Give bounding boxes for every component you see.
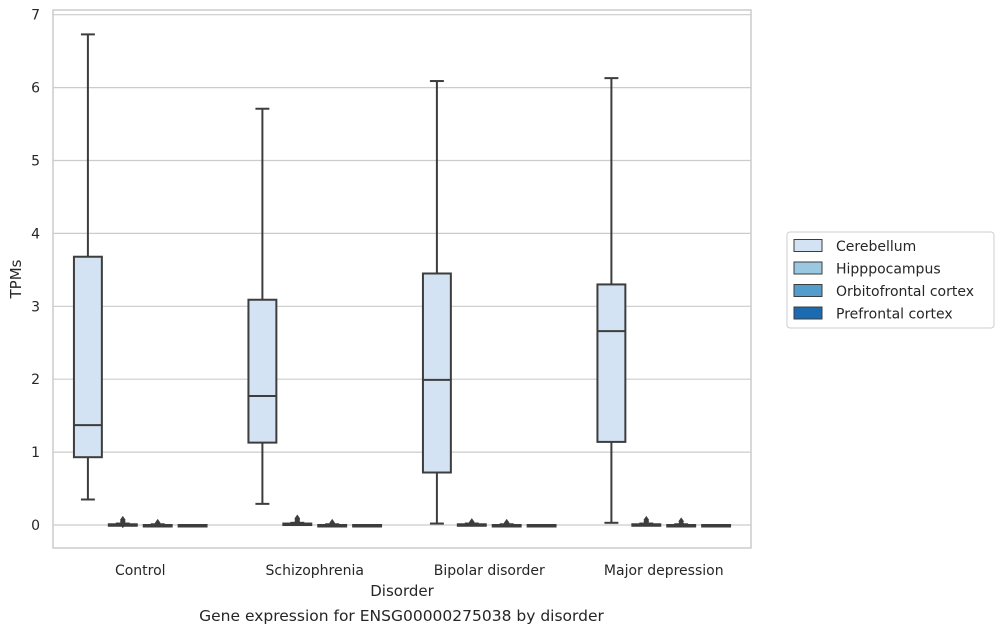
legend-label: Orbitofrontal cortex [836, 284, 974, 300]
outlier-point [154, 518, 161, 527]
outlier-point [678, 517, 684, 526]
legend-label: Cerebellum [836, 239, 916, 255]
box-prefrontal-cortex [701, 524, 732, 528]
y-tick-label: 0 [31, 518, 40, 534]
box-orbitofrontal-cortex [491, 518, 522, 528]
gridlines [53, 14, 751, 526]
y-tick-labels: 0 1 2 3 4 5 6 7 [31, 8, 40, 534]
outlier-point [294, 514, 301, 523]
box-hipppocampus [456, 518, 487, 527]
legend-swatch [793, 261, 823, 275]
outlier-point [329, 518, 335, 527]
legend-entry: Hipppocampus [793, 261, 941, 278]
outlier-point [469, 518, 475, 527]
x-tick-label: Bipolar disorder [434, 563, 545, 579]
box-body [596, 283, 627, 443]
y-tick-label: 2 [31, 372, 40, 388]
boxes [72, 33, 732, 529]
box-cerebellum [247, 107, 278, 505]
box-orbitofrontal-cortex [142, 518, 173, 528]
x-tick-labels: Control Schizophrenia Bipolar disorder Majo… [115, 563, 724, 579]
chart-caption: Gene expression for ENSG00000275038 by d… [199, 607, 604, 625]
box-hipppocampus [282, 514, 313, 527]
x-tick-label: Control [115, 563, 166, 579]
y-axis-label: TPMs [7, 259, 25, 299]
box-cerebellum [596, 77, 627, 524]
legend-label: Prefrontal cortex [836, 307, 953, 323]
legend-entry: Orbitofrontal cortex [793, 284, 974, 300]
box-hipppocampus [631, 515, 662, 527]
box-prefrontal-cortex [526, 524, 557, 528]
outlier-point [503, 518, 510, 527]
legend: Cerebellum Hipppocampus Orbitofrontal cort… [786, 231, 995, 329]
x-axis-label: Disorder [370, 582, 434, 600]
box-cerebellum [421, 80, 452, 525]
outlier-point [120, 520, 126, 529]
y-tick-label: 1 [31, 445, 40, 461]
legend-entry: Prefrontal cortex [793, 306, 953, 323]
x-tick-label: Major depression [604, 563, 724, 579]
legend-label: Hipppocampus [836, 262, 941, 278]
box-hipppocampus [107, 515, 138, 529]
box-orbitofrontal-cortex [317, 518, 348, 528]
box-body [247, 298, 278, 444]
legend-swatch [793, 239, 823, 252]
legend-swatch [793, 284, 823, 297]
y-tick-label: 5 [31, 154, 40, 170]
legend-entry: Cerebellum [793, 239, 916, 255]
box-cerebellum [72, 33, 103, 501]
box-prefrontal-cortex [177, 524, 208, 528]
box-orbitofrontal-cortex [666, 517, 697, 528]
legend-frame [786, 231, 995, 329]
y-tick-label: 4 [31, 226, 40, 242]
plot-area-frame [52, 9, 752, 549]
box-body [72, 255, 103, 459]
y-tick-label: 6 [31, 81, 40, 97]
legend-swatch [793, 306, 823, 320]
x-tick-label: Schizophrenia [266, 563, 364, 579]
box-body [421, 272, 452, 474]
y-tick-label: 7 [31, 8, 40, 24]
y-tick-label: 3 [31, 299, 40, 315]
box-prefrontal-cortex [352, 524, 383, 528]
outlier-point [643, 518, 650, 527]
